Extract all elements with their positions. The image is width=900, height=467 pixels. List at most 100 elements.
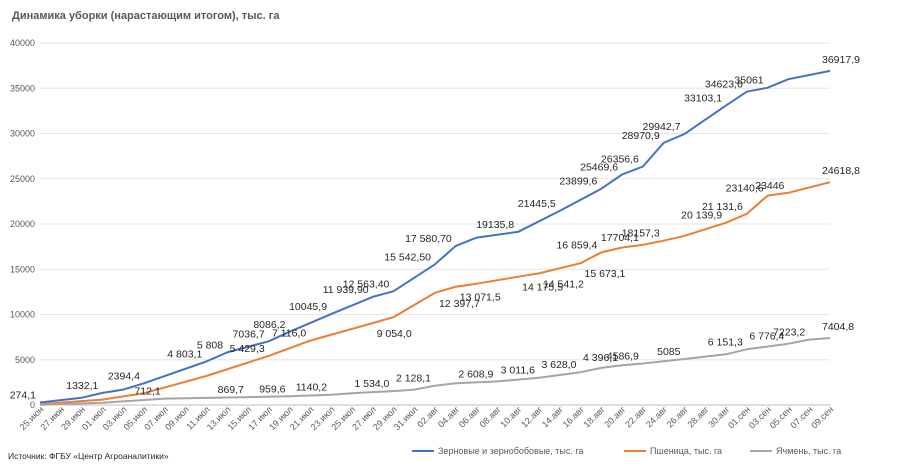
data-label: 24618,8 [822,165,860,177]
data-label: 6 776,4 [749,331,784,343]
data-label: 21445,5 [518,198,556,210]
y-axis: 0 5000 10000 15000 20000 25000 30000 35000 40000 [10,38,35,410]
data-label: 11 939,90 [323,284,369,296]
y-tick-label: 25000 [10,174,35,184]
x-tick-label: 04.авг [436,404,462,430]
data-label: 34623,6 [705,79,743,91]
data-label: 15 673,1 [585,268,626,280]
data-label: 7223,2 [773,327,805,339]
x-tick-label: 22.авг [623,404,649,430]
data-label: 14 541,2 [543,278,584,290]
x-tick-label: 26.авг [665,404,691,430]
data-label: 1140,2 [296,382,327,394]
data-label: 18157,3 [622,228,660,240]
data-label: 23899,6 [559,176,597,188]
data-label: 5 429,3 [230,343,265,355]
x-tick-label: 02.авг [415,404,441,430]
x-tick-label: 09.сен [809,404,835,430]
y-tick-label: 5000 [15,355,35,365]
data-label: 7 116,0 [272,328,306,340]
y-tick-label: 0 [30,400,35,410]
data-label: 33103,1 [684,92,722,104]
series-line-3 [39,337,831,406]
data-label: 12 397,7 [439,298,480,310]
data-label: 4 396,1 [583,352,618,364]
y-tick-label: 20000 [10,219,35,229]
x-tick-label: 03.сен [747,404,773,430]
data-label: 26356,6 [601,153,639,165]
x-tick-label: 10.авг [498,404,524,430]
gridlines [40,42,830,406]
y-tick-label: 40000 [10,38,35,48]
y-tick-label: 35000 [10,83,35,93]
data-label: 959,6 [259,383,285,395]
data-label: 4 803,1 [167,349,202,361]
legend-label-3: Ячмень, тыс. га [776,446,841,456]
data-label: 16 859,4 [556,239,597,251]
source-note: Источник: ФГБУ «Центр Агроаналитики» [8,451,169,461]
x-axis: 25.июн27.июн29.июн01.июл03.июл05.июл07.и… [18,404,836,432]
data-label: 7036,7 [233,328,265,340]
data-label: 23446 [755,180,784,192]
x-tick-label: 16.авг [561,404,587,430]
data-label: 869,7 [218,384,244,396]
legend-label-1: Зерновые и зернобобовые, тыс. га [438,446,583,456]
data-label: 9 054,0 [377,328,412,340]
y-tick-label: 10000 [10,310,35,320]
data-label: 1 534,0 [354,378,389,390]
data-label: 15 542,50 [384,251,431,263]
data-label: 19135,8 [476,219,514,231]
data-label: 23140,6 [726,183,764,195]
series-line-2 [39,181,831,406]
x-tick-label: 07.сен [788,404,814,430]
series-lines [39,69,831,406]
data-label: 29942,7 [643,121,681,133]
data-label: 35061 [734,75,763,87]
x-tick-label: 01.сен [726,404,752,430]
data-label: 10045,9 [289,301,327,313]
x-tick-label: 14.авг [540,404,566,430]
data-label: 25469,6 [580,162,618,174]
data-label: 14 175,5 [522,282,563,294]
x-tick-label: 18.авг [582,404,608,430]
data-label: 28970,9 [622,130,660,142]
chart-title: Динамика уборки (нарастающим итогом), ты… [12,10,280,22]
data-label: 36917,9 [822,54,860,66]
data-label: 17704,1 [601,232,639,244]
data-label: 6 151,3 [708,336,743,348]
legend: Зерновые и зернобобовые, тыс. га Пшеница,… [412,446,841,456]
data-label: 2394,4 [108,370,140,382]
data-label: 20 139,9 [681,210,722,222]
data-label: 274,1 [10,390,36,402]
data-label: 1332,1 [66,380,98,392]
data-labels: 274,1 1332,1 2394,4 4 803,15 808 7036,78086,… [10,54,860,402]
data-label: 12 563,40 [343,278,390,290]
y-tick-label: 15000 [10,264,35,274]
data-label: 5085 [657,346,681,358]
x-tick-label: 20.авг [602,404,628,430]
data-label: 2 608,9 [458,368,493,380]
y-tick-label: 30000 [10,129,35,139]
data-label: 8086,2 [253,319,285,331]
x-tick-label: 24.авг [644,404,670,430]
series-line-1 [39,69,831,404]
x-tick-label: 08.авг [478,404,504,430]
data-label: 13 071,5 [460,292,501,304]
data-label: 4586,9 [607,350,639,362]
x-tick-label: 12.авг [519,404,545,430]
data-label: 5 808 [197,339,223,351]
data-label: 2 128,1 [396,373,431,385]
data-label: 712,1 [134,386,160,398]
data-label: 3 011,6 [501,365,535,377]
legend-label-2: Пшеница, тыс. га [650,446,722,456]
data-label: 3 628,0 [541,359,576,371]
x-tick-label: 28.авг [686,404,712,430]
data-label: 17 580,70 [405,233,452,245]
x-tick-label: 05.сен [768,404,794,430]
x-tick-label: 06.авг [457,404,483,430]
x-tick-label: 31.июл [392,404,420,432]
data-label: 7404,8 [822,321,854,333]
data-label: 21 131,6 [702,201,743,213]
